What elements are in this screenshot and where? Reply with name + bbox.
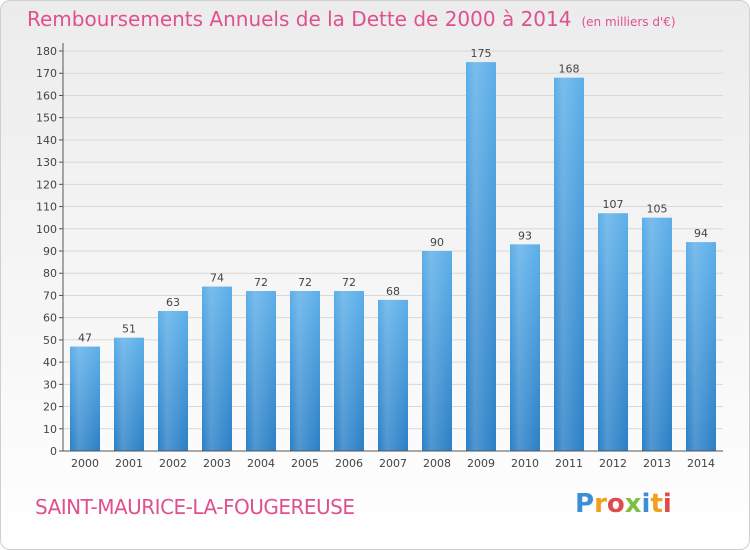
x-tick-label: 2000: [71, 457, 99, 470]
bar-shine: [422, 251, 452, 451]
bar-shine: [642, 217, 672, 451]
logo-letter: P: [575, 489, 595, 519]
bars: [70, 62, 716, 452]
value-label: 63: [166, 296, 180, 309]
x-tick-label: 2004: [247, 457, 275, 470]
value-label: 107: [603, 198, 624, 211]
x-tick-label: 2008: [423, 457, 451, 470]
bar-shine: [202, 286, 232, 451]
y-tick-labels: 0 10 20 30 40 50 60 70 80 90 100 110 120 130 140 150 160…: [36, 45, 63, 458]
value-label: 105: [647, 203, 668, 216]
logo-letter: i: [662, 489, 672, 519]
value-label: 175: [471, 47, 492, 60]
y-tick-label: 20: [43, 401, 57, 414]
y-tick-label: 170: [36, 67, 57, 80]
bar-shine: [290, 291, 320, 451]
commune-name: SAINT-MAURICE-LA-FOUGEREUSE: [35, 495, 355, 519]
value-label: 74: [210, 272, 224, 285]
y-tick-label: 110: [36, 201, 57, 214]
x-tick-label: 2013: [643, 457, 671, 470]
bar-shine: [70, 346, 100, 451]
logo-letter: x: [624, 489, 642, 519]
bar-shine: [510, 244, 540, 451]
y-tick-label: 160: [36, 89, 57, 102]
y-tick-label: 180: [36, 45, 57, 58]
bar-shine: [334, 291, 364, 451]
y-tick-label: 100: [36, 223, 57, 236]
x-tick-labels: 2000 2001 2002 2003 2004 2005 2006 2007 2008 2009…: [71, 457, 715, 470]
logo-letter: o: [606, 489, 625, 519]
x-tick-label: 2005: [291, 457, 319, 470]
x-tick-label: 2002: [159, 457, 187, 470]
bar-shine: [466, 62, 496, 451]
bar-shine: [598, 213, 628, 451]
value-label: 72: [298, 276, 312, 289]
bar-shine: [554, 77, 584, 452]
value-labels: 47 51 63 74 72 72 72 68 90 175 93 168 107 105 94: [78, 47, 708, 344]
value-label: 72: [342, 276, 356, 289]
y-tick-label: 10: [43, 423, 57, 436]
y-tick-label: 130: [36, 156, 57, 169]
y-tick-label: 30: [43, 378, 57, 391]
chart-title-text: Remboursements Annuels de la Dette de 20…: [27, 7, 572, 31]
bar-shine: [686, 242, 716, 451]
bar-shine: [246, 291, 276, 451]
x-tick-label: 2012: [599, 457, 627, 470]
value-label: 94: [694, 227, 708, 240]
value-label: 51: [122, 323, 136, 336]
value-label: 47: [78, 332, 92, 345]
x-tick-label: 2007: [379, 457, 407, 470]
logo-letter: i: [641, 489, 651, 519]
y-tick-label: 150: [36, 112, 57, 125]
y-tick-label: 120: [36, 178, 57, 191]
axes: [62, 43, 723, 452]
value-label: 68: [386, 285, 400, 298]
y-tick-label: 60: [43, 312, 57, 325]
value-label: 93: [518, 229, 532, 242]
x-tick-label: 2001: [115, 457, 143, 470]
y-tick-label: 0: [50, 445, 57, 458]
x-tick-label: 2011: [555, 457, 583, 470]
logo-letter: r: [594, 489, 607, 519]
proxiti-logo: Proxiti: [575, 489, 672, 519]
value-label: 168: [559, 63, 580, 76]
x-tick-label: 2003: [203, 457, 231, 470]
x-tick-label: 2009: [467, 457, 495, 470]
bar-shine: [378, 299, 408, 451]
bar-shine: [158, 311, 188, 451]
x-tick-label: 2014: [687, 457, 715, 470]
value-label: 72: [254, 276, 268, 289]
y-tick-label: 70: [43, 289, 57, 302]
y-tick-label: 140: [36, 134, 57, 147]
x-tick-label: 2010: [511, 457, 539, 470]
value-label: 90: [430, 236, 444, 249]
y-tick-label: 90: [43, 245, 57, 258]
y-tick-label: 40: [43, 356, 57, 369]
y-tick-label: 80: [43, 267, 57, 280]
chart-subtitle: (en milliers d'€): [581, 15, 676, 29]
y-tick-label: 50: [43, 334, 57, 347]
chart-title: Remboursements Annuels de la Dette de 20…: [27, 7, 676, 31]
logo-letter: t: [650, 489, 663, 519]
bar-shine: [114, 337, 144, 451]
x-tick-label: 2006: [335, 457, 363, 470]
